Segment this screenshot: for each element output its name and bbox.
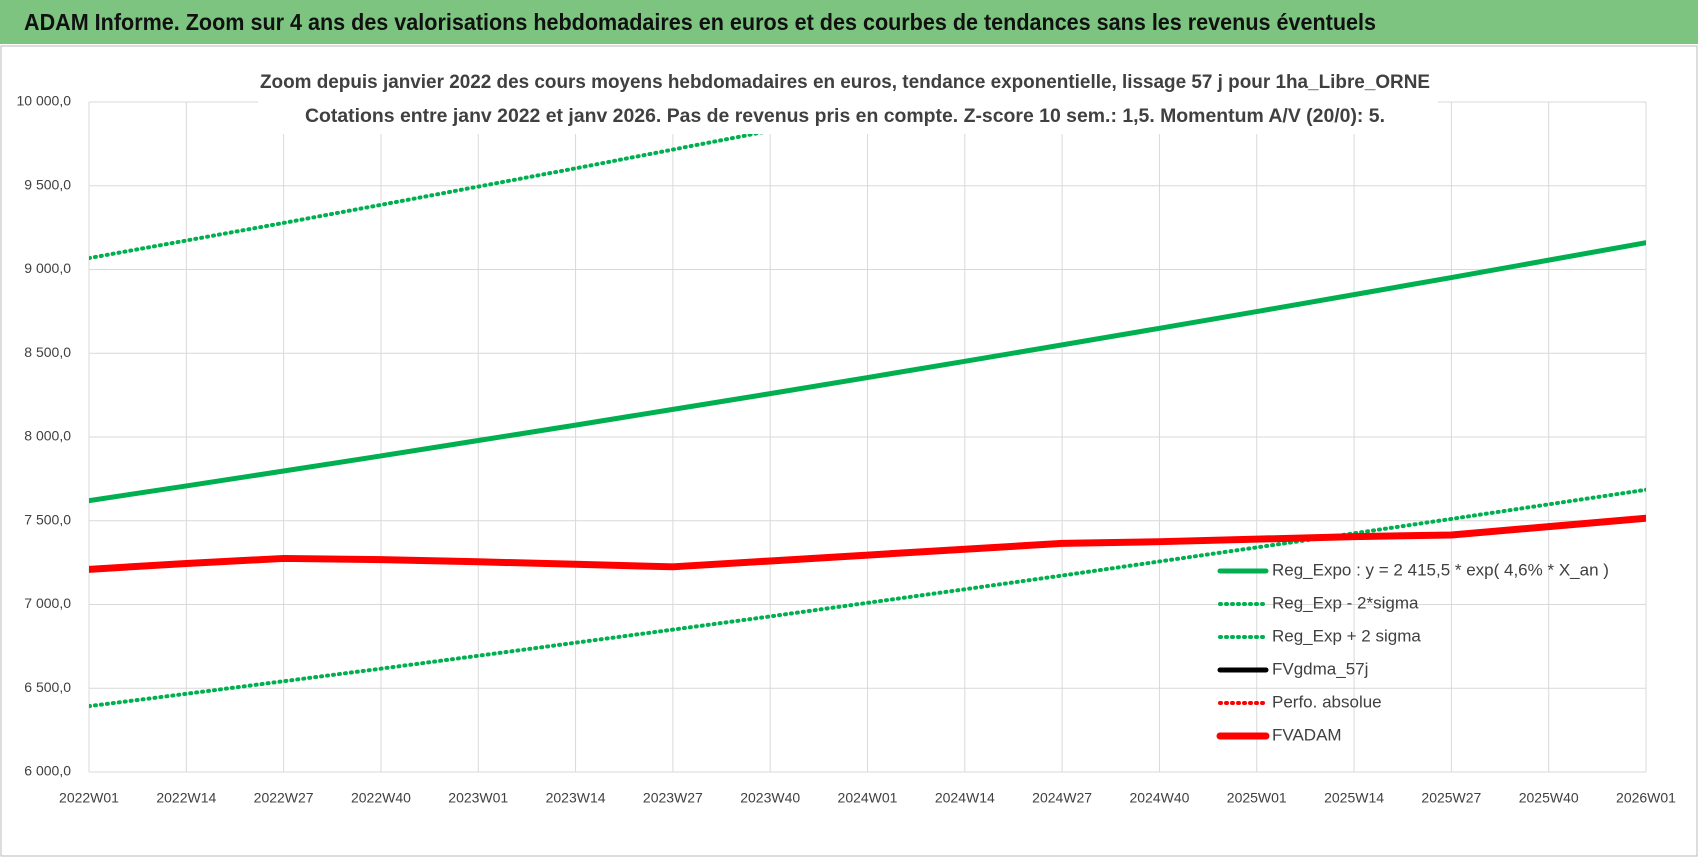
x-tick-label: 2022W01: [59, 790, 119, 806]
x-tick-label: 2023W27: [643, 790, 703, 806]
y-tick-label: 7 000,0: [24, 595, 71, 611]
x-tick-label: 2023W01: [448, 790, 508, 806]
legend: Reg_Expo : y = 2 415,5 * exp( 4,6% * X_a…: [1216, 560, 1609, 744]
x-tick-label: 2022W27: [254, 790, 314, 806]
y-tick-label: 8 000,0: [24, 428, 71, 444]
y-tick-label: 9 500,0: [24, 176, 71, 192]
x-tick-label: 2025W40: [1519, 790, 1579, 806]
x-tick-label: 2025W27: [1421, 790, 1481, 806]
x-tick-label: 2024W40: [1129, 790, 1189, 806]
legend-label: Perfo. absolue: [1272, 692, 1382, 711]
x-tick-label: 2023W40: [740, 790, 800, 806]
chart-subtitle: Cotations entre janv 2022 et janv 2026. …: [305, 106, 1385, 127]
y-tick-label: 7 500,0: [24, 511, 71, 527]
series-line: [89, 487, 1646, 709]
x-tick-label: 2022W40: [351, 790, 411, 806]
series-line: [89, 514, 1646, 573]
chart-frame: [0, 45, 1698, 857]
y-tick-label: 6 000,0: [24, 763, 71, 779]
chart-title: Zoom depuis janvier 2022 des cours moyen…: [260, 72, 1430, 93]
header-title: ADAM Informe. Zoom sur 4 ans des valoris…: [24, 9, 1376, 35]
legend-label: Reg_Exp + 2 sigma: [1272, 626, 1421, 645]
header-bar: [0, 0, 1698, 44]
legend-label: Reg_Expo : y = 2 415,5 * exp( 4,6% * X_a…: [1272, 560, 1609, 579]
series-line: [89, 240, 1646, 504]
x-tick-label: 2024W14: [935, 790, 995, 806]
x-tick-label: 2024W01: [838, 790, 898, 806]
x-tick-label: 2025W14: [1324, 790, 1384, 806]
title-background: [258, 66, 1438, 134]
x-tick-label: 2025W01: [1227, 790, 1287, 806]
x-tick-label: 2022W14: [156, 790, 216, 806]
legend-label: FVgdma_57j: [1272, 659, 1368, 678]
x-tick-label: 2023W14: [546, 790, 606, 806]
x-tick-label: 2024W27: [1032, 790, 1092, 806]
legend-label: FVADAM: [1272, 725, 1342, 744]
legend-label: Reg_Exp - 2*sigma: [1272, 593, 1419, 612]
y-tick-label: 8 500,0: [24, 344, 71, 360]
y-tick-label: 6 500,0: [24, 679, 71, 695]
y-tick-label: 9 000,0: [24, 260, 71, 276]
y-tick-label: 10 000,0: [17, 93, 72, 109]
x-tick-label: 2026W01: [1616, 790, 1676, 806]
